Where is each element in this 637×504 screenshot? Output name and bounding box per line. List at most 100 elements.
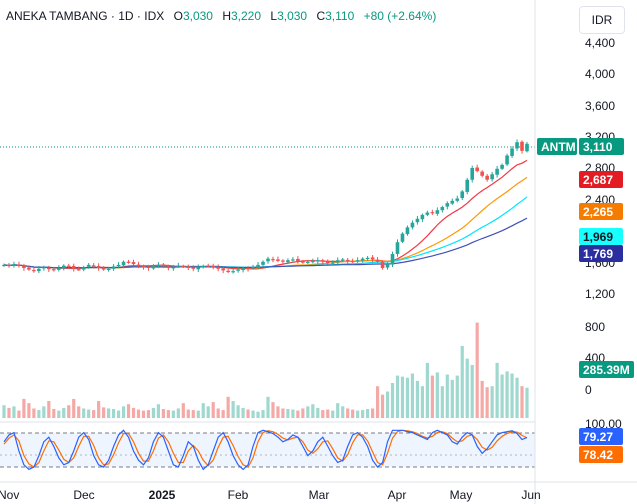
candle-body <box>291 259 295 261</box>
volume-bar <box>186 409 190 418</box>
candle-body <box>405 227 410 235</box>
volume-bar <box>276 406 280 418</box>
volume-bar <box>246 409 250 418</box>
candle-body <box>56 268 61 270</box>
candle-body <box>490 174 494 180</box>
volume-bar <box>32 408 36 418</box>
volume-bar <box>336 403 340 418</box>
moving-average-line-1 <box>3 159 528 270</box>
candle-body <box>465 179 470 192</box>
candle-body <box>286 260 290 263</box>
candle-body <box>37 268 41 272</box>
volume-bar <box>510 373 514 418</box>
volume-bar <box>166 410 170 418</box>
volume-bar <box>370 408 375 418</box>
candle-body <box>121 261 126 266</box>
grid <box>0 146 535 468</box>
time-tick-label: Feb <box>228 488 249 502</box>
candle-body <box>316 260 320 262</box>
candle-body <box>276 259 280 261</box>
stoch-d-tag: 78.42 <box>579 446 623 463</box>
volume-bar <box>7 407 11 418</box>
stoch-d-tag-bg <box>579 446 623 463</box>
candle-body <box>450 200 455 204</box>
candle-body <box>475 167 479 172</box>
ma3-tag: 1,969 <box>579 228 623 245</box>
volume-bar <box>206 406 210 418</box>
volume-bar <box>27 403 31 418</box>
volume-bar <box>52 408 56 418</box>
volume-bar <box>440 386 444 418</box>
candle-body <box>505 155 509 165</box>
candle-body <box>525 143 529 152</box>
volume-bar <box>380 394 385 418</box>
volume-bar <box>500 374 504 418</box>
volume-bar <box>161 408 165 418</box>
volume-bar <box>311 404 315 418</box>
volume-bar <box>286 408 290 418</box>
currency-button[interactable]: IDR <box>579 6 625 34</box>
candle-body <box>32 270 36 272</box>
stoch-d-line <box>3 429 528 468</box>
candle-body <box>515 142 519 149</box>
volume-bar <box>420 386 424 418</box>
volume-bar <box>301 408 305 418</box>
candle-body <box>181 266 186 268</box>
candle-body <box>325 261 330 264</box>
volume-bar <box>72 398 76 418</box>
volume-bar <box>480 380 484 418</box>
candle-body <box>380 261 385 268</box>
candle-body <box>261 261 265 265</box>
candle-body <box>330 262 335 264</box>
candle-body <box>455 198 460 201</box>
volume-bar <box>111 408 116 418</box>
volume-tag-text: 285.39M <box>583 363 630 377</box>
volume-bar <box>291 409 295 418</box>
volume-bar <box>17 410 21 418</box>
ma3-tag-bg <box>579 228 623 245</box>
price-tick-label: 1,200 <box>585 287 615 301</box>
candle-body <box>22 265 26 268</box>
candle-body <box>355 260 360 262</box>
time-axis[interactable]: Nov Dec 2025 Feb Mar Apr May Jun <box>0 481 637 502</box>
candle-body <box>27 267 31 270</box>
candle-body <box>231 271 235 273</box>
volume-bar <box>37 410 41 418</box>
candle-body <box>365 257 370 260</box>
stoch-k-tag: 79.27 <box>579 428 623 445</box>
candle-body <box>111 266 116 269</box>
candle-body <box>66 265 71 267</box>
high-value: 3,220 <box>231 9 262 23</box>
volume-bar <box>525 387 529 418</box>
candle-body <box>246 268 250 270</box>
volume-bar <box>271 402 275 418</box>
volume-bars <box>2 322 529 418</box>
candle-body <box>510 148 514 156</box>
candle-body <box>131 262 136 265</box>
symbol-title[interactable]: ANEKA TAMBANG · 1D · IDX <box>6 9 165 23</box>
candle-body <box>485 175 489 180</box>
volume-bar <box>82 408 86 418</box>
time-tick-label: Jun <box>521 488 540 502</box>
volume-bar <box>361 410 365 418</box>
stoch-k-line <box>3 429 528 471</box>
volume-bar <box>92 410 96 418</box>
candle-body <box>415 218 420 223</box>
volume-bar <box>126 404 131 418</box>
candle-body <box>126 261 131 263</box>
candle-body <box>7 264 11 267</box>
candle-body <box>91 265 96 267</box>
candle-body <box>151 266 156 269</box>
volume-bar <box>146 410 151 418</box>
ma4-tag-bg <box>579 245 623 262</box>
volume-bar <box>57 410 61 418</box>
candle-body <box>2 264 6 267</box>
candle-body <box>12 264 16 266</box>
moving-average-line-4 <box>3 217 528 269</box>
ma1-tag-text: 2,687 <box>583 173 613 187</box>
volume-bar <box>385 391 390 418</box>
time-tick-label: Dec <box>73 488 94 502</box>
candle-body <box>306 261 310 263</box>
volume-bar <box>201 403 205 418</box>
